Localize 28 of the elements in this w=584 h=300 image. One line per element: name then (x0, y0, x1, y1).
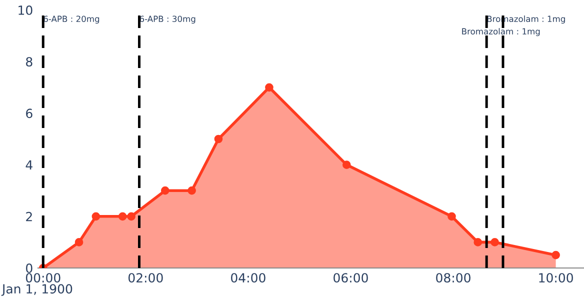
y-tick-label: 0 (26, 263, 32, 273)
point (265, 83, 274, 92)
point (118, 212, 127, 221)
text: Jan 1, 1900 (1, 284, 72, 296)
x-tick-label: 00:00 (26, 273, 60, 283)
point (342, 160, 351, 169)
point (490, 238, 499, 246)
point (448, 212, 456, 221)
point (474, 238, 482, 246)
point (160, 186, 170, 195)
y-tick-label: 8 (26, 57, 32, 67)
x-tick-label: 02:00 (128, 273, 163, 283)
x-tick-label: 10:00 (539, 273, 573, 283)
point (188, 186, 196, 195)
point (127, 212, 136, 221)
point (552, 250, 560, 260)
y-tick-label: 4 (26, 160, 32, 170)
y-tick-label: 10 (18, 5, 32, 15)
x-tick-label: 04:00 (231, 273, 266, 283)
point (92, 212, 100, 221)
x-tick-label: 08:00 (436, 273, 470, 283)
annotation: 6-APB : 30mg (140, 16, 196, 24)
y-tick-label: 2 (26, 212, 32, 222)
y-tick-label: 6 (26, 108, 32, 118)
annotation: Bromazolam : 1mg (462, 28, 540, 36)
point (74, 238, 84, 246)
point (214, 134, 223, 144)
x-tick-label: 06:00 (334, 273, 368, 283)
